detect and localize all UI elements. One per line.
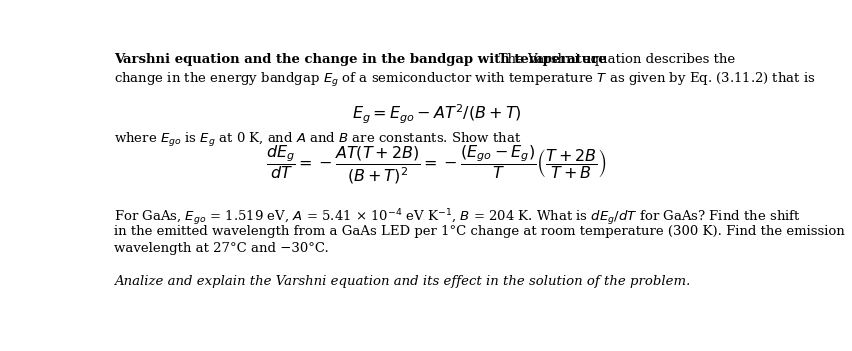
Text: The Varshni equation describes the: The Varshni equation describes the bbox=[486, 53, 734, 66]
Text: For GaAs, $E_{go}$ = 1.519 eV, $A$ = 5.41 × 10$^{-4}$ eV K$^{-1}$, $B$ = 204 K. : For GaAs, $E_{go}$ = 1.519 eV, $A$ = 5.4… bbox=[114, 207, 802, 227]
Text: Analize and explain the Varshni equation and its effect in the solution of the p: Analize and explain the Varshni equation… bbox=[114, 274, 691, 287]
Text: in the emitted wavelength from a GaAs LED per 1°C change at room temperature (30: in the emitted wavelength from a GaAs LE… bbox=[114, 225, 845, 238]
Text: $\dfrac{dE_g}{dT} = -\dfrac{AT(T + 2B)}{(B + T)^2} = -\dfrac{(E_{go} - E_g)}{T}\: $\dfrac{dE_g}{dT} = -\dfrac{AT(T + 2B)}{… bbox=[266, 144, 607, 186]
Text: Varshni equation and the change in the bandgap with temperature: Varshni equation and the change in the b… bbox=[114, 53, 607, 66]
Text: wavelength at 27°C and −30°C.: wavelength at 27°C and −30°C. bbox=[114, 242, 329, 255]
Text: change in the energy bandgap $E_g$ of a semiconductor with temperature $T$ as gi: change in the energy bandgap $E_g$ of a … bbox=[114, 71, 816, 89]
Text: where $E_{go}$ is $E_g$ at 0 K, and $A$ and $B$ are constants. Show that: where $E_{go}$ is $E_g$ at 0 K, and $A$ … bbox=[114, 131, 521, 149]
Text: $E_g = E_{go} - AT^2/(B + T)$: $E_g = E_{go} - AT^2/(B + T)$ bbox=[352, 103, 521, 126]
